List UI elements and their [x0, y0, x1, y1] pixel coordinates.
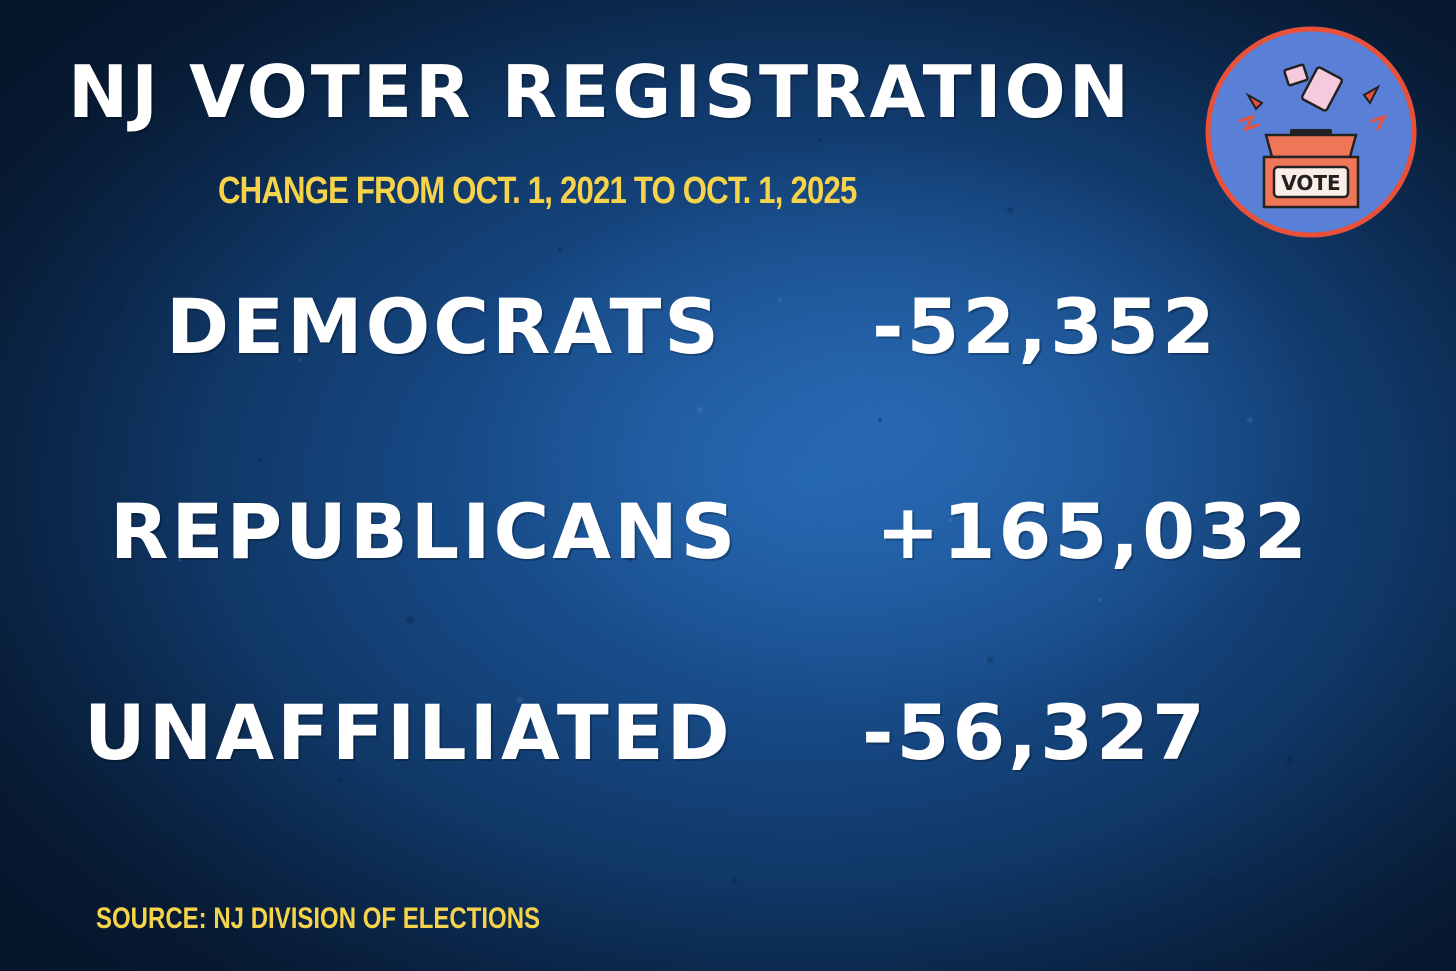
source-credit: SOURCE: NJ DIVISION OF ELECTIONS — [96, 902, 541, 935]
row-value-republicans: +165,032 — [876, 487, 1310, 576]
ballot-box-icon: VOTE — [1238, 63, 1387, 209]
vote-badge: VOTE — [1205, 26, 1417, 238]
vote-label: VOTE — [1281, 171, 1340, 195]
row-value-democrats: -52,352 — [872, 282, 1218, 371]
row-label-democrats: DEMOCRATS — [166, 282, 723, 371]
row-value-unaffiliated: -56,327 — [862, 688, 1208, 777]
page-title: NJ VOTER REGISTRATION — [68, 50, 1133, 134]
row-label-republicans: REPUBLICANS — [110, 487, 739, 576]
date-range-subtitle: CHANGE FROM OCT. 1, 2021 TO OCT. 1, 2025 — [218, 170, 857, 212]
row-label-unaffiliated: UNAFFILIATED — [84, 688, 733, 777]
